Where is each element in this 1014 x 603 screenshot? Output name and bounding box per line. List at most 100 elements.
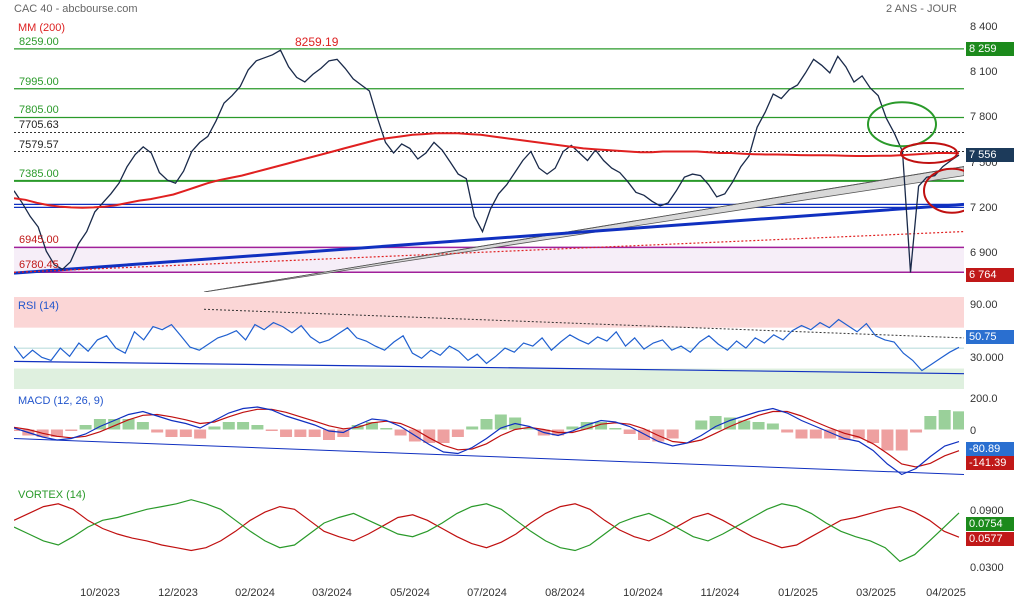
histogram-bar xyxy=(881,429,894,451)
histogram-bar xyxy=(251,425,264,430)
level-label: 7385.00 xyxy=(19,167,59,180)
histogram-bar xyxy=(294,429,307,437)
rsi-value-tag: 50.75 xyxy=(966,330,1014,344)
signal-line xyxy=(14,408,960,468)
overbought-zone xyxy=(14,297,964,328)
histogram-bar xyxy=(566,426,579,430)
histogram-bar xyxy=(924,416,937,430)
y-tick-label: 7 800 xyxy=(970,111,998,124)
histogram-bar xyxy=(494,414,507,430)
macd-chart xyxy=(14,406,964,476)
histogram-bar xyxy=(781,429,794,433)
histogram-bar xyxy=(766,423,779,430)
level-label: 7579.57 xyxy=(19,138,59,151)
y-tick-label: 6 900 xyxy=(970,247,998,260)
x-tick-label: 01/2025 xyxy=(778,587,818,599)
histogram-bar xyxy=(265,429,278,431)
vortex-label: VORTEX (14) xyxy=(18,489,86,501)
ma200-line xyxy=(14,132,960,209)
red-circle xyxy=(923,167,964,214)
level-label: 6780.45 xyxy=(19,259,59,272)
level-label: 7995.00 xyxy=(19,75,59,88)
level-label: 7805.00 xyxy=(19,104,59,117)
price-tag: 6 764 xyxy=(966,267,1014,282)
histogram-bar xyxy=(79,425,92,430)
support-zone xyxy=(14,247,964,273)
histogram-bar xyxy=(179,429,192,437)
price-chart xyxy=(14,20,964,292)
histogram-bar xyxy=(910,429,923,433)
vi-minus-line xyxy=(14,503,960,552)
histogram-bar xyxy=(580,422,593,430)
y-tick-label: 8 100 xyxy=(970,65,998,78)
price-tag: 7 556 xyxy=(966,148,1014,163)
histogram-bar xyxy=(208,426,221,430)
macd-label: MACD (12, 26, 9) xyxy=(18,395,104,407)
y-tick-label: 8 400 xyxy=(970,20,998,33)
x-tick-label: 07/2024 xyxy=(467,587,507,599)
histogram-bar xyxy=(595,422,608,430)
red-circle xyxy=(900,141,958,164)
rsi-support-line xyxy=(14,360,964,375)
x-tick-label: 04/2025 xyxy=(926,587,966,599)
histogram-bar xyxy=(122,419,135,430)
histogram-bar xyxy=(752,422,765,430)
histogram-bar xyxy=(709,416,722,430)
green-circle xyxy=(867,101,937,148)
x-tick-label: 10/2024 xyxy=(623,587,663,599)
blue-trendline xyxy=(14,202,964,275)
histogram-bar xyxy=(852,429,865,439)
x-tick-label: 11/2024 xyxy=(700,587,740,599)
level-label: 7705.63 xyxy=(19,119,59,132)
histogram-bar xyxy=(337,429,350,437)
x-tick-label: 08/2024 xyxy=(545,587,585,599)
price-tag: 8 259 xyxy=(966,41,1014,56)
histogram-bar xyxy=(151,429,164,433)
vortex-tick-low: 0.0300 xyxy=(970,562,1004,574)
period-label: 2 ANS - JOUR xyxy=(886,3,957,15)
histogram-bar xyxy=(723,417,736,430)
histogram-bar xyxy=(65,429,78,431)
histogram-bar xyxy=(466,426,479,430)
histogram-bar xyxy=(165,429,178,437)
histogram-bar xyxy=(638,429,650,440)
y-tick-label: 7 200 xyxy=(970,201,998,214)
signal-value-tag: -141.39 xyxy=(966,456,1014,470)
level-label: 6945.00 xyxy=(19,234,59,247)
histogram-bar xyxy=(380,428,393,430)
x-tick-label: 03/2024 xyxy=(312,587,352,599)
x-tick-label: 02/2024 xyxy=(235,587,275,599)
histogram-bar xyxy=(323,429,335,440)
x-tick-label: 05/2024 xyxy=(390,587,430,599)
histogram-bar xyxy=(623,429,636,434)
red-dotted-trendline xyxy=(14,230,964,273)
rsi-chart xyxy=(14,297,964,389)
histogram-bar xyxy=(809,429,822,439)
histogram-bar xyxy=(108,419,121,430)
histogram-bar xyxy=(895,429,908,451)
price-line xyxy=(14,49,960,273)
histogram-bar xyxy=(394,429,407,436)
histogram-bar xyxy=(222,422,235,430)
vi-plus-tag: 0.0754 xyxy=(966,517,1014,531)
histogram-bar xyxy=(237,422,250,430)
histogram-bar xyxy=(480,419,493,430)
histogram-bar xyxy=(795,429,808,439)
histogram-bar xyxy=(280,429,293,437)
histogram-bar xyxy=(523,428,536,430)
histogram-bar xyxy=(867,429,880,443)
rsi-line xyxy=(14,318,960,372)
peak-annotation: 8259.19 xyxy=(295,34,339,49)
histogram-bar xyxy=(136,422,149,430)
rsi-label: RSI (14) xyxy=(18,300,59,312)
histogram-bar xyxy=(93,419,106,430)
histogram-bar xyxy=(738,420,751,430)
histogram-bar xyxy=(50,429,63,437)
vi-plus-line xyxy=(14,499,960,563)
histogram-bar xyxy=(938,410,951,430)
histogram-bar xyxy=(953,411,964,430)
histogram-bar xyxy=(838,429,851,440)
histogram-bar xyxy=(695,420,708,430)
x-tick-label: 12/2023 xyxy=(158,587,198,599)
rsi-trendline xyxy=(203,308,964,339)
